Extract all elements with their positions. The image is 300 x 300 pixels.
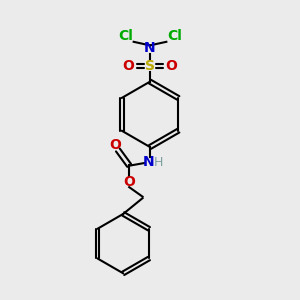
Text: O: O	[110, 138, 122, 152]
Text: N: N	[143, 155, 154, 170]
Text: O: O	[123, 175, 135, 189]
Text: H: H	[154, 156, 163, 169]
Text: Cl: Cl	[167, 29, 182, 44]
Text: N: N	[144, 41, 156, 56]
Text: O: O	[123, 59, 134, 73]
Text: Cl: Cl	[118, 29, 133, 44]
Text: S: S	[145, 59, 155, 73]
Text: O: O	[166, 59, 177, 73]
